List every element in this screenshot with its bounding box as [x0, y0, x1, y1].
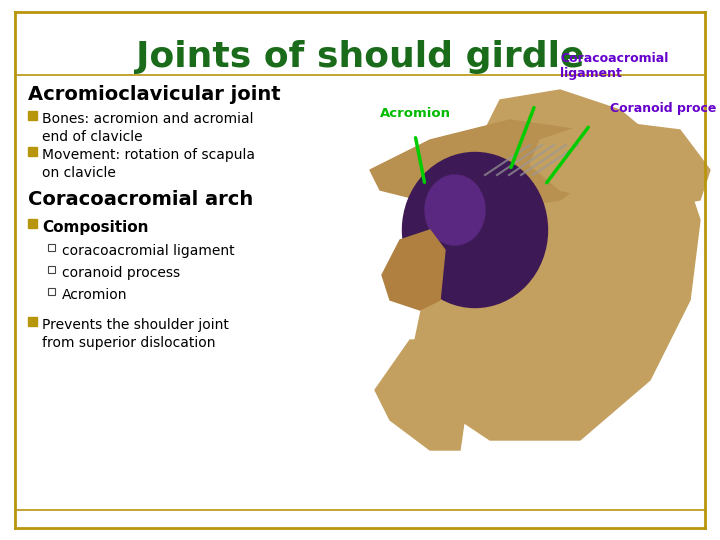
Polygon shape [382, 230, 445, 310]
Text: coracoacromial ligament: coracoacromial ligament [62, 244, 235, 258]
Bar [28, 111, 37, 120]
Ellipse shape [425, 175, 485, 245]
Text: Coracoacromial arch: Coracoacromial arch [28, 190, 253, 209]
Text: Coracoacromial
ligament: Coracoacromial ligament [560, 52, 668, 80]
Bar [48, 288, 55, 295]
Text: coranoid process: coranoid process [62, 266, 180, 280]
Ellipse shape [402, 152, 547, 307]
Polygon shape [375, 340, 470, 450]
Text: Prevents the shoulder joint
from superior dislocation: Prevents the shoulder joint from superio… [42, 318, 229, 350]
Text: Bones: acromion and acromial
end of clavicle: Bones: acromion and acromial end of clav… [42, 112, 253, 144]
Polygon shape [415, 90, 700, 440]
Bar [28, 317, 37, 326]
Text: Movement: rotation of scapula
on clavicle: Movement: rotation of scapula on clavicl… [42, 148, 255, 180]
Polygon shape [530, 120, 710, 210]
Bar [28, 219, 37, 228]
Bar [48, 244, 55, 251]
Bar [28, 147, 37, 156]
Text: Coranoid proce: Coranoid proce [610, 102, 716, 115]
Polygon shape [370, 120, 600, 210]
Text: Acromion: Acromion [62, 288, 127, 302]
Bar [48, 266, 55, 273]
Bar [355, 75, 700, 460]
Text: Acromioclavicular joint: Acromioclavicular joint [28, 85, 281, 104]
Text: Composition: Composition [42, 220, 148, 235]
Text: Joints of should girdle: Joints of should girdle [136, 40, 584, 74]
Text: Acromion: Acromion [380, 107, 451, 120]
